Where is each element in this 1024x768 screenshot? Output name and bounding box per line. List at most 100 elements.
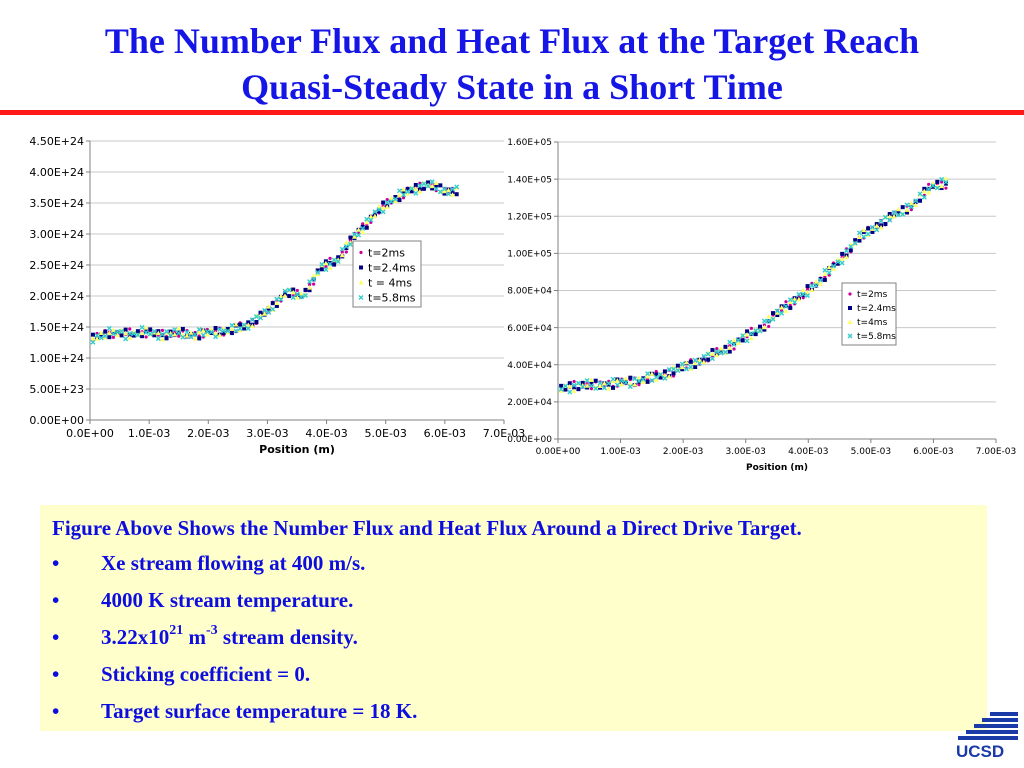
data-point xyxy=(641,376,646,381)
data-point xyxy=(180,326,185,331)
y-tick-label: 6.00E+04 xyxy=(507,324,552,334)
data-point xyxy=(709,356,715,362)
data-point xyxy=(584,383,590,388)
data-point xyxy=(709,351,715,356)
data-point xyxy=(405,190,411,196)
data-point xyxy=(593,386,599,392)
data-point xyxy=(151,329,157,335)
data-point xyxy=(196,327,202,333)
data-point xyxy=(298,294,304,300)
data-point xyxy=(775,313,780,318)
data-point xyxy=(640,376,646,382)
data-point xyxy=(770,316,776,322)
data-point xyxy=(446,191,452,197)
data-point xyxy=(572,379,576,384)
data-point xyxy=(106,325,112,331)
data-point xyxy=(307,282,312,287)
data-point xyxy=(360,229,366,234)
data-point xyxy=(740,338,745,343)
data-point xyxy=(184,333,190,338)
data-point xyxy=(258,315,264,321)
data-point xyxy=(688,364,694,370)
data-point xyxy=(388,199,394,205)
data-point xyxy=(311,272,317,278)
data-point xyxy=(688,359,693,364)
data-point xyxy=(409,189,414,194)
data-point xyxy=(865,231,871,237)
data-point xyxy=(727,339,733,345)
data-point xyxy=(159,331,165,337)
data-point xyxy=(147,331,153,337)
data-point xyxy=(102,334,108,340)
data-point xyxy=(580,380,585,385)
y-tick-label: 3.50E+24 xyxy=(29,197,84,210)
data-point xyxy=(662,369,667,374)
data-point xyxy=(588,377,594,383)
data-point xyxy=(813,279,819,284)
data-point xyxy=(927,182,931,186)
data-point xyxy=(887,214,893,219)
data-point xyxy=(90,336,96,341)
data-point xyxy=(110,327,116,332)
data-point xyxy=(196,329,202,335)
x-tick-label: 0.00E+00 xyxy=(536,447,581,457)
data-point xyxy=(753,327,759,332)
data-point xyxy=(788,305,793,310)
data-point xyxy=(909,208,913,212)
data-point xyxy=(679,361,685,367)
data-point xyxy=(405,189,411,195)
data-point xyxy=(718,350,724,356)
data-point xyxy=(238,322,243,327)
data-point xyxy=(779,310,785,316)
data-point xyxy=(262,311,268,316)
data-point xyxy=(454,184,460,190)
data-point xyxy=(291,287,296,292)
data-point xyxy=(835,261,840,266)
data-point xyxy=(348,235,353,240)
data-point xyxy=(131,333,136,338)
data-point xyxy=(438,183,443,188)
x-tick-label: 7.0E-03 xyxy=(483,427,525,440)
data-point xyxy=(900,205,905,210)
data-point xyxy=(298,291,304,296)
data-point xyxy=(421,181,427,187)
data-point xyxy=(340,250,344,254)
data-point xyxy=(866,226,871,231)
data-point xyxy=(229,322,235,328)
legend-marker xyxy=(847,333,853,339)
data-point xyxy=(831,263,837,269)
data-point xyxy=(123,336,129,342)
y-tick-label: 0.00E+00 xyxy=(29,414,84,427)
data-point xyxy=(649,378,655,384)
y-tick-label: 2.00E+04 xyxy=(507,398,552,408)
data-point xyxy=(364,219,370,225)
data-point xyxy=(144,335,148,339)
data-point xyxy=(413,190,419,196)
data-point xyxy=(94,336,100,341)
data-point xyxy=(434,183,439,188)
data-point xyxy=(441,188,447,194)
data-point xyxy=(705,351,711,357)
data-point xyxy=(192,335,198,341)
y-tick-label: 1.00E+24 xyxy=(29,352,84,365)
x-tick-label: 1.0E-03 xyxy=(128,427,170,440)
bullet-item-1: • Xe stream flowing at 400 m/s. xyxy=(52,545,975,582)
data-point xyxy=(857,238,862,243)
data-point xyxy=(143,325,149,330)
data-point xyxy=(343,244,349,250)
x-tick-label: 3.00E-03 xyxy=(725,447,765,457)
data-point xyxy=(425,182,431,188)
data-point xyxy=(270,306,276,312)
data-point xyxy=(106,330,112,336)
data-point xyxy=(172,327,178,333)
bullet-text-3: 3.22x1021 m-3 stream density. xyxy=(101,619,358,656)
data-point xyxy=(217,332,223,338)
data-point xyxy=(800,287,806,293)
data-point xyxy=(692,357,698,363)
data-point xyxy=(572,385,577,390)
data-point xyxy=(336,255,341,260)
data-point xyxy=(168,333,174,339)
data-point xyxy=(245,322,251,328)
heat-flux-chart: 0.00E+00 2.00E+04 4.00E+04 6.00E+04 8.00E+04… xyxy=(507,138,1016,473)
data-point xyxy=(197,336,202,341)
